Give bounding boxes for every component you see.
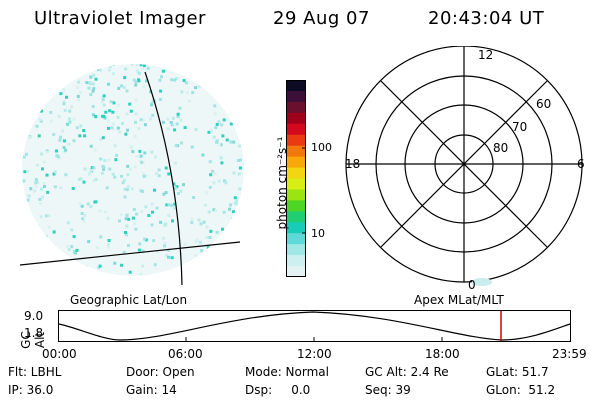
colorbar-stripe [286, 222, 306, 234]
latitude-line [19, 241, 241, 266]
geographic-image [19, 64, 244, 286]
colorbar-label: photon cm⁻²s⁻¹ [275, 136, 289, 230]
time-tick-0000: 00:00 [42, 347, 77, 361]
glon-info: GLon: 51.2 [486, 383, 556, 397]
lat-label-60: 60 [536, 97, 552, 111]
altitude-ymin: 1.8 [24, 326, 44, 340]
mlt-label-6: 6 [577, 157, 585, 171]
colorbar-stripe [286, 156, 306, 169]
colorbar-stripe [286, 200, 306, 212]
colorbar-stripe [286, 233, 306, 245]
mlt-label-12: 12 [478, 48, 494, 62]
colorbar-stripe [286, 178, 306, 190]
colorbar-stripe [286, 244, 306, 256]
aurora-pixels [22, 64, 244, 276]
seq-info: Seq: 39 [365, 383, 411, 397]
colorbar-stripe [286, 145, 306, 158]
altitude-plot [58, 310, 571, 342]
colorbar-stripe [286, 255, 306, 267]
altitude-curve [58, 311, 571, 341]
time-tick-2359: 23:59 [552, 347, 587, 361]
mode-info: Mode: Normal [245, 365, 329, 379]
colorbar-stripe [286, 112, 306, 125]
door-info: Door: Open [126, 365, 195, 379]
glat-info: GLat: 51.7 [486, 365, 549, 379]
mlt-label-18: 18 [345, 157, 361, 171]
colorbar-stripe [286, 266, 306, 277]
colorbar-stripe [286, 167, 306, 179]
time-tick-0600: 06:00 [168, 347, 203, 361]
colorbar-tick-100: 100 [311, 141, 332, 154]
gc-alt-info: GC Alt: 2.4 Re [365, 365, 449, 379]
colorbar-stripe [286, 90, 306, 103]
dsp-info: Dsp: 0.0 [245, 383, 311, 397]
altitude-ymax: 9.0 [24, 309, 44, 323]
observation-date: 29 Aug 07 [273, 8, 370, 29]
geographic-title: Geographic Lat/Lon [70, 293, 188, 307]
colorbar-stripe [286, 101, 306, 114]
colorbar-tick-10: 10 [311, 227, 325, 240]
lat-label-70: 70 [512, 120, 528, 134]
observation-time: 20:43:04 UT [428, 8, 545, 29]
colorbar-stripe [286, 80, 306, 92]
time-tick-1200: 12:00 [297, 347, 332, 361]
colorbar-stripe [286, 211, 306, 223]
polar-plot [345, 46, 583, 286]
lat-label-80: 80 [493, 141, 509, 155]
time-tick-1800: 18:00 [425, 347, 460, 361]
filter-info: Flt: LBHL [8, 365, 62, 379]
apex-title: Apex MLat/MLT [414, 293, 504, 307]
instrument-title: Ultraviolet Imager [34, 8, 206, 29]
ip-info: IP: 36.0 [8, 383, 54, 397]
colorbar [286, 80, 306, 277]
gain-info: Gain: 14 [126, 383, 177, 397]
colorbar-stripe [286, 123, 306, 136]
colorbar-stripe [286, 189, 306, 201]
longitude-line [144, 71, 183, 286]
colorbar-stripe [286, 134, 306, 147]
mlt-label-0: 0 [468, 278, 476, 292]
